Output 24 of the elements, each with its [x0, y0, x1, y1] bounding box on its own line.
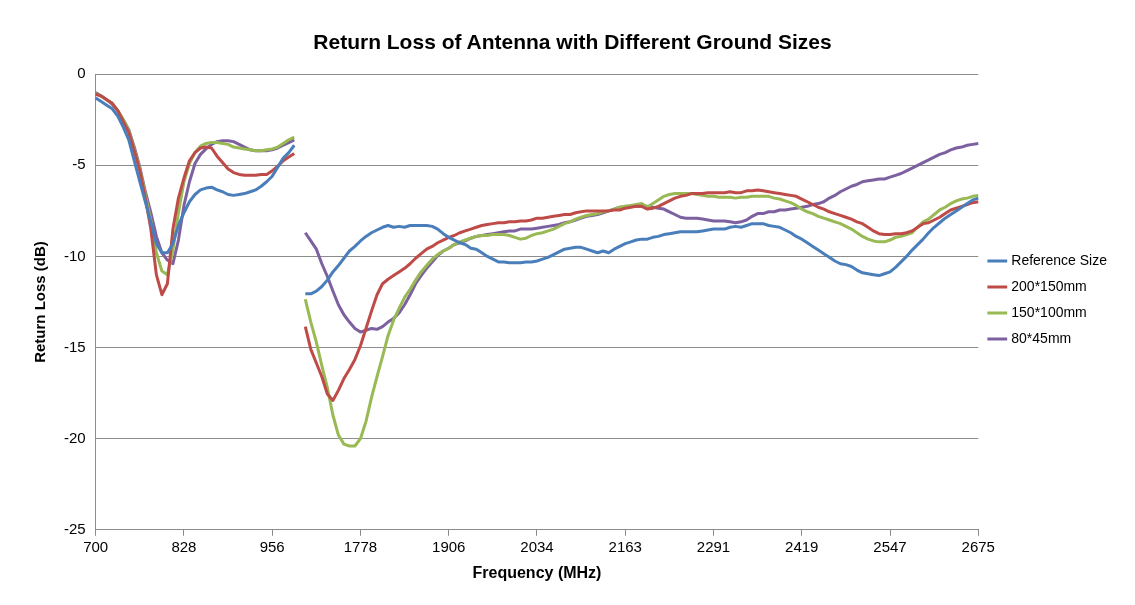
x-tick-label: 2547: [873, 537, 907, 555]
x-tick-label: 700: [83, 537, 109, 555]
x-tick-label: 1906: [432, 537, 466, 555]
x-tick-label: 1778: [343, 537, 378, 555]
chart-title: Return Loss of Antenna with Different Ground Sizes: [313, 30, 832, 54]
y-tick-label: -25: [63, 519, 86, 537]
x-tick-label: 2419: [785, 537, 819, 555]
x-tick-label: 2034: [520, 537, 554, 555]
y-tick-label: 0: [77, 64, 86, 82]
x-tick-label: 2163: [608, 537, 642, 555]
y-tick-label: -15: [63, 337, 86, 355]
legend-label: 200*150mm: [1011, 277, 1087, 294]
y-tick-label: -20: [63, 428, 86, 446]
y-axis-title: Return Loss (dB): [31, 241, 49, 363]
x-tick-label: 956: [259, 537, 285, 555]
legend-label: 150*100mm: [1011, 303, 1087, 320]
x-tick-label: 2291: [696, 537, 731, 555]
y-tick-label: -10: [63, 246, 86, 264]
y-tick-label: -5: [72, 155, 86, 173]
legend-label: Reference Size: [1011, 251, 1108, 268]
legend-label: 80*45mm: [1011, 329, 1072, 346]
x-tick-label: 828: [171, 537, 197, 555]
x-tick-label: 2675: [961, 537, 995, 555]
x-axis-title: Frequency (MHz): [472, 563, 602, 581]
